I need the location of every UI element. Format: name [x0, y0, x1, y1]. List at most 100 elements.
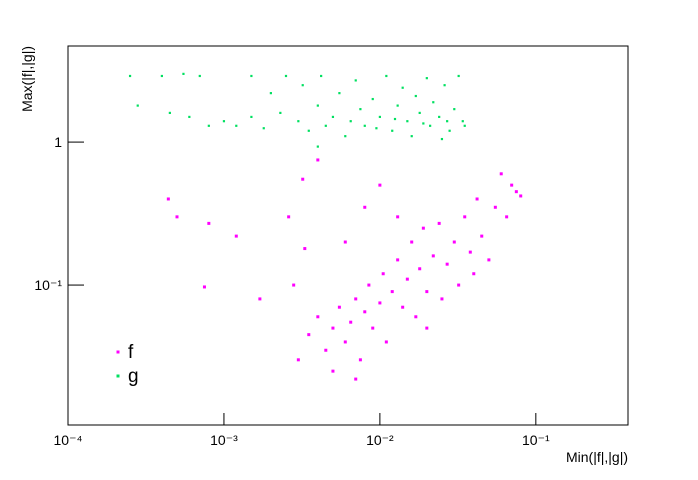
- point: [284, 74, 288, 78]
- point: [331, 115, 335, 119]
- point: [222, 120, 226, 123]
- x-tick-label: 10⁻¹: [522, 432, 550, 448]
- point: [307, 129, 310, 132]
- point: [440, 137, 444, 141]
- point: [175, 215, 179, 219]
- point: [166, 197, 170, 201]
- point: [425, 326, 429, 330]
- point: [331, 326, 335, 330]
- point: [457, 283, 461, 287]
- point: [349, 320, 353, 324]
- point: [401, 86, 404, 89]
- point: [410, 135, 413, 138]
- point: [401, 305, 405, 309]
- point: [358, 358, 362, 362]
- point: [406, 120, 409, 123]
- point: [359, 108, 362, 111]
- point: [410, 240, 414, 244]
- point: [303, 247, 307, 251]
- point: [375, 127, 378, 130]
- point: [316, 158, 320, 162]
- point: [344, 135, 347, 138]
- point: [338, 92, 341, 95]
- point: [343, 340, 347, 344]
- point: [396, 215, 400, 219]
- point: [279, 111, 282, 115]
- point: [207, 221, 211, 225]
- legend-label: g: [128, 366, 139, 387]
- legend-label: f: [128, 342, 134, 363]
- point: [363, 205, 367, 209]
- point: [301, 84, 304, 87]
- point: [448, 129, 451, 132]
- point: [168, 111, 171, 115]
- point: [446, 120, 449, 123]
- point: [487, 258, 491, 262]
- point: [384, 340, 388, 344]
- point: [438, 115, 441, 119]
- point: [367, 283, 371, 287]
- point: [425, 290, 429, 294]
- x-tick-label: 10⁻⁴: [54, 432, 83, 448]
- point: [429, 124, 432, 127]
- plot-frame: [67, 45, 629, 426]
- point: [301, 177, 305, 181]
- point: [418, 267, 422, 271]
- point: [468, 250, 472, 254]
- point: [475, 197, 479, 201]
- point: [337, 305, 341, 309]
- point: [292, 283, 296, 287]
- point: [188, 115, 191, 119]
- point: [422, 122, 425, 125]
- x-tick-label: 10⁻³: [210, 432, 238, 448]
- point: [207, 124, 210, 127]
- point: [514, 190, 518, 194]
- point: [440, 297, 444, 301]
- point: [287, 215, 291, 219]
- point: [198, 74, 201, 78]
- point: [431, 254, 435, 258]
- point: [354, 297, 358, 301]
- y-tick-label: 1: [54, 134, 62, 150]
- point: [258, 297, 262, 301]
- point: [452, 240, 456, 244]
- point: [414, 94, 417, 98]
- point: [269, 92, 272, 95]
- point: [378, 301, 382, 305]
- point: [453, 108, 456, 111]
- point: [493, 205, 497, 209]
- legend-marker: [116, 350, 120, 354]
- point: [385, 74, 388, 78]
- point: [250, 74, 253, 78]
- point: [316, 145, 319, 148]
- point: [396, 104, 399, 107]
- point: [349, 120, 352, 123]
- point: [414, 315, 418, 319]
- point: [463, 215, 467, 219]
- point: [418, 111, 421, 115]
- point: [371, 97, 374, 101]
- point: [354, 79, 357, 82]
- point: [391, 129, 394, 132]
- point: [343, 240, 347, 244]
- point: [405, 277, 409, 281]
- point: [519, 194, 523, 198]
- point: [160, 74, 163, 78]
- point: [421, 226, 425, 230]
- point: [510, 183, 514, 187]
- point: [396, 258, 400, 262]
- point: [371, 326, 375, 330]
- point: [461, 120, 464, 123]
- point: [234, 234, 238, 238]
- point: [457, 74, 460, 78]
- point: [463, 124, 466, 127]
- point: [445, 262, 449, 266]
- point: [480, 234, 484, 238]
- point: [363, 124, 366, 127]
- point: [316, 104, 319, 107]
- point: [378, 115, 381, 119]
- point: [354, 377, 358, 381]
- point: [499, 172, 503, 176]
- point: [262, 127, 265, 130]
- x-axis-title: Min(|f|,|g|): [566, 449, 628, 465]
